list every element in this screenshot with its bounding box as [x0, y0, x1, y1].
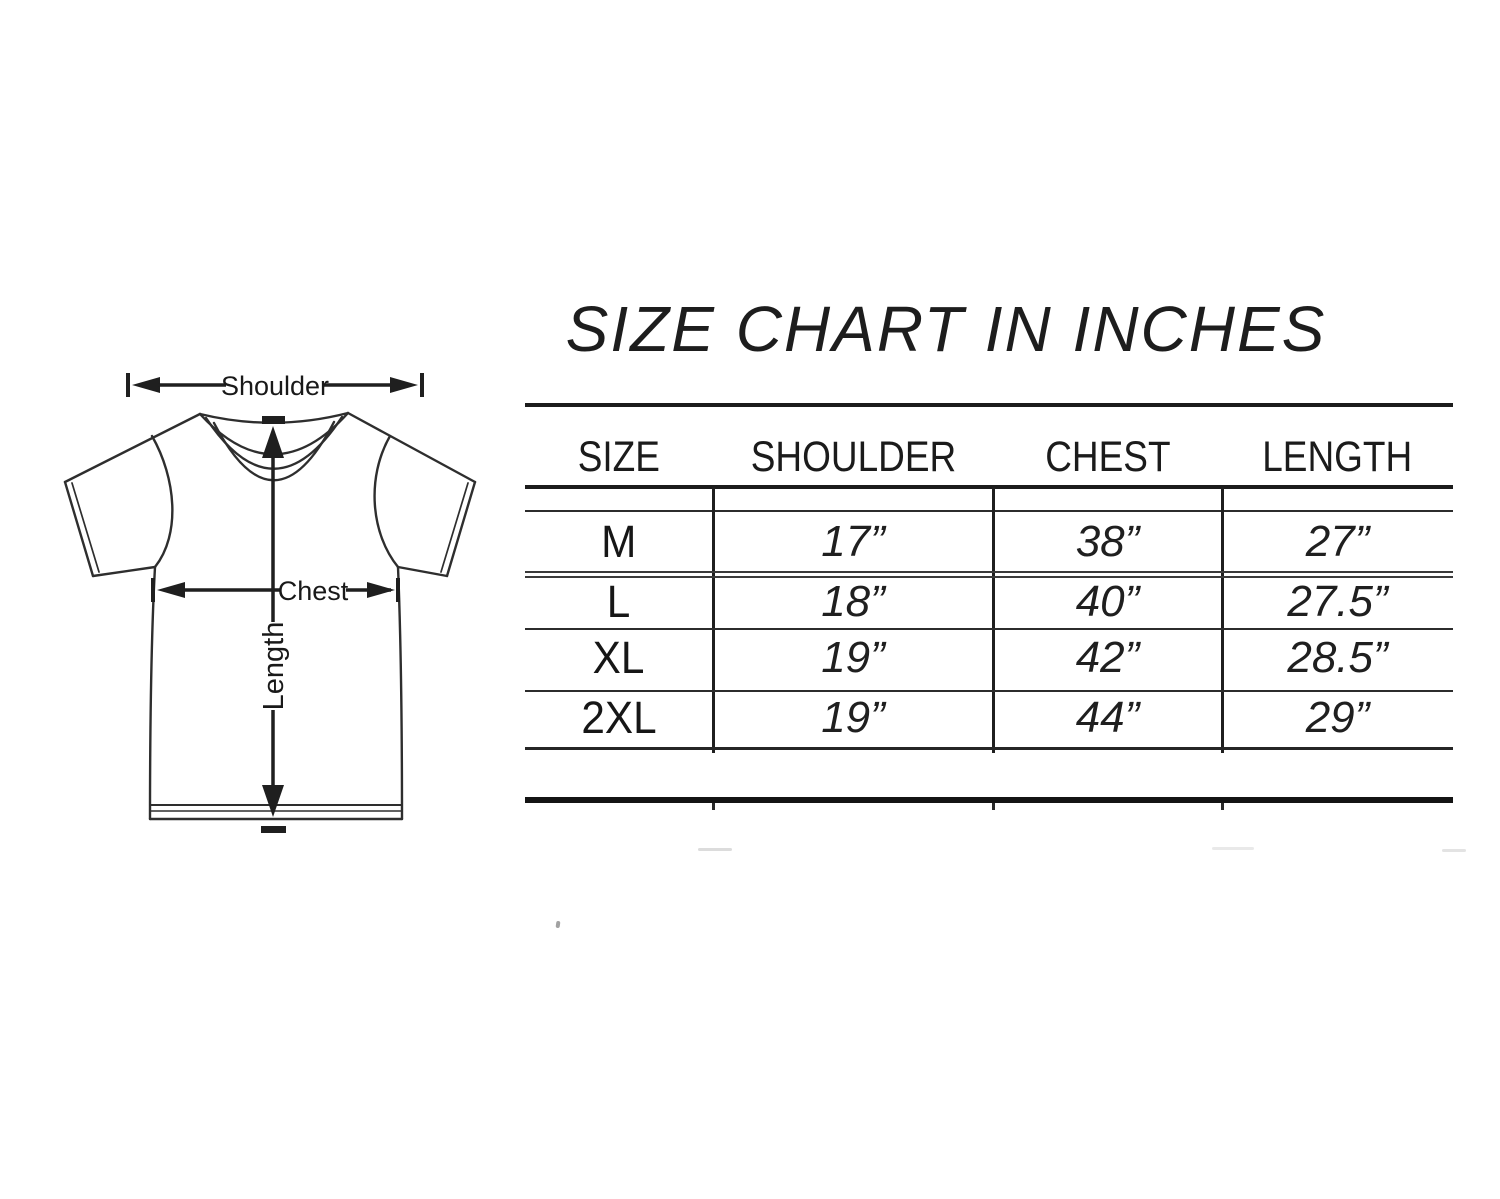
right-shoulder-seam — [346, 411, 477, 484]
divider-stub — [992, 803, 995, 810]
table-cell-length: 27.5” — [1287, 577, 1388, 626]
column-divider — [1221, 487, 1224, 753]
length-dimension: Length — [258, 416, 290, 833]
table-cell-shoulder: 19” — [821, 633, 885, 682]
row-separator — [525, 571, 1453, 573]
length-arrowhead-down — [262, 785, 284, 817]
table-cell-chest: 42” — [1075, 633, 1140, 682]
grid-top-line — [525, 510, 1453, 512]
table-cell-length: 28.5” — [1287, 633, 1388, 682]
table-cell-shoulder: 18” — [821, 577, 885, 626]
table-cell-chest: 38” — [1075, 517, 1140, 566]
column-divider — [712, 487, 715, 753]
table-bottom-rule — [525, 797, 1453, 803]
scan-smudge — [698, 848, 732, 851]
table-cell-chest: 40” — [1075, 577, 1140, 626]
tshirt-outline — [63, 411, 477, 821]
shoulder-dimension: Shoulder — [126, 371, 424, 401]
table-cell-shoulder: 19” — [821, 693, 885, 742]
row-separator — [525, 628, 1453, 630]
left-sleeve-bottom — [91, 565, 157, 578]
row-end-line — [525, 747, 1453, 750]
table-cell-chest: 44” — [1075, 693, 1140, 742]
column-header-shoulder: SHOULDER — [750, 433, 956, 481]
table-cell-length: 29” — [1305, 693, 1370, 742]
left-shoulder-seam — [63, 412, 202, 484]
left-cuff-stitch — [71, 482, 100, 573]
right-cuff-stitch — [440, 482, 469, 573]
right-armhole-seam — [373, 434, 400, 569]
column-header-size: SIZE — [577, 433, 661, 481]
right-sleeve-cuff — [445, 480, 477, 578]
size-table: SIZE SHOULDER CHEST LENGTH M 17” 38” 27”… — [525, 403, 1453, 833]
table-cell-length: 27” — [1305, 517, 1370, 566]
row-separator — [525, 576, 1453, 578]
left-armhole-seam — [150, 434, 174, 569]
table-cell-size: XL — [593, 632, 645, 683]
left-sleeve-cuff — [63, 480, 95, 578]
column-divider — [992, 487, 995, 753]
table-top-rule — [525, 403, 1453, 407]
row-separator — [525, 690, 1453, 692]
length-end-bar-bottom — [261, 826, 286, 833]
column-header-length: LENGTH — [1262, 433, 1413, 481]
table-cell-size: L — [607, 576, 631, 627]
right-sleeve-bottom — [396, 565, 449, 578]
scan-smudge — [1442, 849, 1466, 852]
table-cell-shoulder: 17” — [821, 517, 885, 566]
divider-stub — [1221, 803, 1224, 810]
chest-dimension: Chest — [151, 576, 400, 606]
table-cell-size: M — [601, 516, 637, 567]
tshirt-measurement-diagram: Shoulder Chest Length — [63, 371, 477, 833]
chest-arrowhead-left — [157, 582, 185, 598]
page-title: SIZE CHART IN INCHES — [565, 293, 1327, 365]
shoulder-arrowhead-left — [132, 377, 160, 393]
shoulder-arrowhead-right — [390, 377, 418, 393]
column-header-chest: CHEST — [1044, 433, 1171, 481]
header-underline-rule — [525, 485, 1453, 489]
scan-smudge — [1212, 847, 1254, 850]
table-cell-size: 2XL — [581, 692, 657, 743]
body-right-edge — [396, 565, 404, 821]
chest-arrowhead-right — [367, 582, 395, 598]
length-arrowhead-up — [262, 426, 284, 458]
chest-dimension-label: Chest — [278, 576, 349, 606]
scan-speck — [555, 920, 561, 929]
length-end-bar-top — [262, 416, 285, 424]
body-left-edge — [148, 565, 157, 821]
shoulder-dimension-label: Shoulder — [221, 371, 329, 401]
divider-stub — [712, 803, 715, 810]
length-dimension-label: Length — [258, 622, 290, 711]
